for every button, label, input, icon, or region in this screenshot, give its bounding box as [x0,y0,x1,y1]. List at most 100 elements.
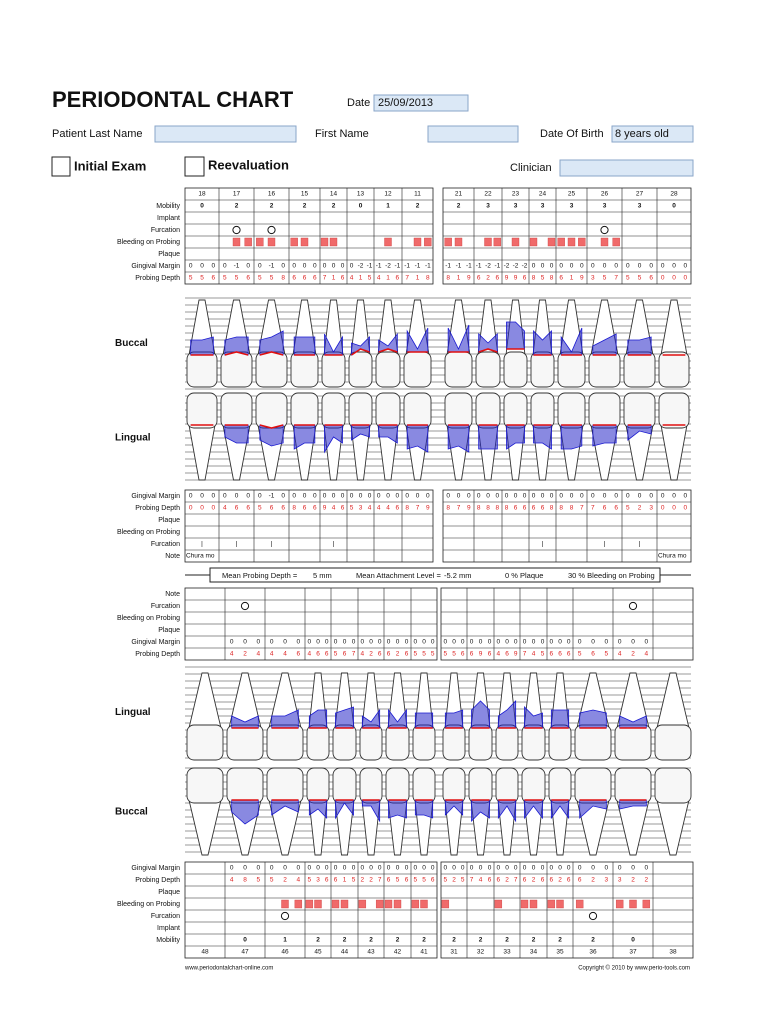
date-value: 25/09/2013 [378,97,433,109]
probing-depth: 6 [387,651,391,658]
probing-depth: 8 [496,505,500,512]
bleeding-mark [294,899,303,909]
probing-depth: 5 [444,877,448,884]
row-label: Plaque [158,889,180,896]
probing-depth: 5 [414,877,418,884]
tooth-number: 48 [201,949,209,956]
tooth-crown [375,392,401,429]
checkbox[interactable] [184,156,205,177]
gingival-margin: 0 [308,865,312,872]
row-label: Probing Depth [135,505,180,512]
dob-field[interactable] [611,125,694,143]
probing-depth: 2 [532,877,536,884]
probing-depth: 9 [514,651,518,658]
gingival-margin-line [478,348,498,353]
checkbox[interactable] [51,156,71,177]
gingival-margin: 0 [422,865,426,872]
probing-depth: 6 [334,877,338,884]
gingival-margin: 0 [541,493,545,500]
clinician-field[interactable] [559,159,694,177]
bleeding-mark [511,237,520,247]
probing-depth-band [478,424,498,450]
gingival-margin-line [259,351,284,356]
probing-depth: 6 [591,651,595,658]
mobility-value: 2 [457,203,461,210]
probing-depth: 2 [486,275,490,282]
gingival-margin: 0 [405,639,409,646]
bleeding-mark [393,899,402,909]
probing-depth: 4 [377,505,381,512]
gingival-margin: 0 [532,639,536,646]
probing-depth: 6 [378,651,382,658]
tooth-number: 26 [601,191,609,198]
summary-box [209,567,661,583]
gingival-margin: -1 [456,263,462,270]
tooth-crown [186,724,224,761]
bleeding-mark [567,237,576,247]
gingival-margin: 0 [550,639,554,646]
first-name-field[interactable] [427,125,519,143]
probing-depth: 5 [605,651,609,658]
tooth-crown [654,767,692,804]
tooth-number: 22 [484,191,492,198]
probing-depth: 6 [341,275,345,282]
probing-depth: 1 [416,275,420,282]
tooth-crown [442,724,466,761]
gingival-margin: 0 [343,639,347,646]
gingival-margin: 0 [618,639,622,646]
gingival-margin: 0 [431,639,435,646]
last-name-field[interactable] [154,125,297,143]
footer-link[interactable]: www.periodontalchart-online.com [184,966,273,972]
tooth-number: 28 [670,191,678,198]
tooth-root [656,799,690,856]
probing-depth: 5 [235,275,239,282]
probing-depth: 5 [350,505,354,512]
gingival-margin: 0 [645,865,649,872]
gingival-margin: 0 [591,639,595,646]
date-field[interactable] [373,94,469,112]
gingival-margin: 0 [281,493,285,500]
gingival-margin: 0 [649,493,653,500]
gingival-margin: 0 [618,865,622,872]
bleeding-mark [256,237,264,247]
gingival-margin: 0 [541,263,545,270]
section-title: Buccal [115,338,148,349]
gingival-margin: 0 [558,865,562,872]
probing-depth: 4 [223,505,227,512]
probing-depth: 6 [497,877,501,884]
furcation-mark: | [639,541,641,548]
tooth-number: 38 [669,949,677,956]
probing-depth: 5 [352,877,356,884]
gingival-margin: 0 [532,493,536,500]
probing-depth: 6 [567,877,571,884]
gingival-margin: 0 [626,263,630,270]
probing-depth: 6 [477,275,481,282]
row-label: Furcation [151,603,180,610]
tooth-crown [574,724,612,761]
tooth-crown [385,724,410,761]
probing-depth: 2 [591,877,595,884]
probing-depth: 6 [341,505,345,512]
gingival-margin: 0 [514,493,518,500]
mobility-value: 0 [200,203,204,210]
bleeding-mark [329,237,338,247]
summary-value: 5 mm [313,571,332,580]
section-title: Lingual [115,433,151,444]
gingival-margin: 0 [281,263,285,270]
gingival-margin: 0 [303,493,307,500]
bleeding-mark [578,237,586,247]
probing-depth: 6 [523,505,527,512]
gingival-margin: 0 [405,865,409,872]
tooth-number: 46 [281,949,289,956]
gingival-margin: 0 [200,263,204,270]
bleeding-mark [444,237,452,247]
gingival-margin: 0 [541,865,545,872]
probing-depth: 4 [618,651,622,658]
probing-depth: 5 [422,651,426,658]
bleeding-mark [493,237,502,247]
gingival-margin: 0 [396,493,400,500]
probing-depth: 0 [661,275,665,282]
gingival-margin: -1 [404,263,410,270]
mobility-value: 1 [386,203,390,210]
row-label: Implant [157,925,180,932]
